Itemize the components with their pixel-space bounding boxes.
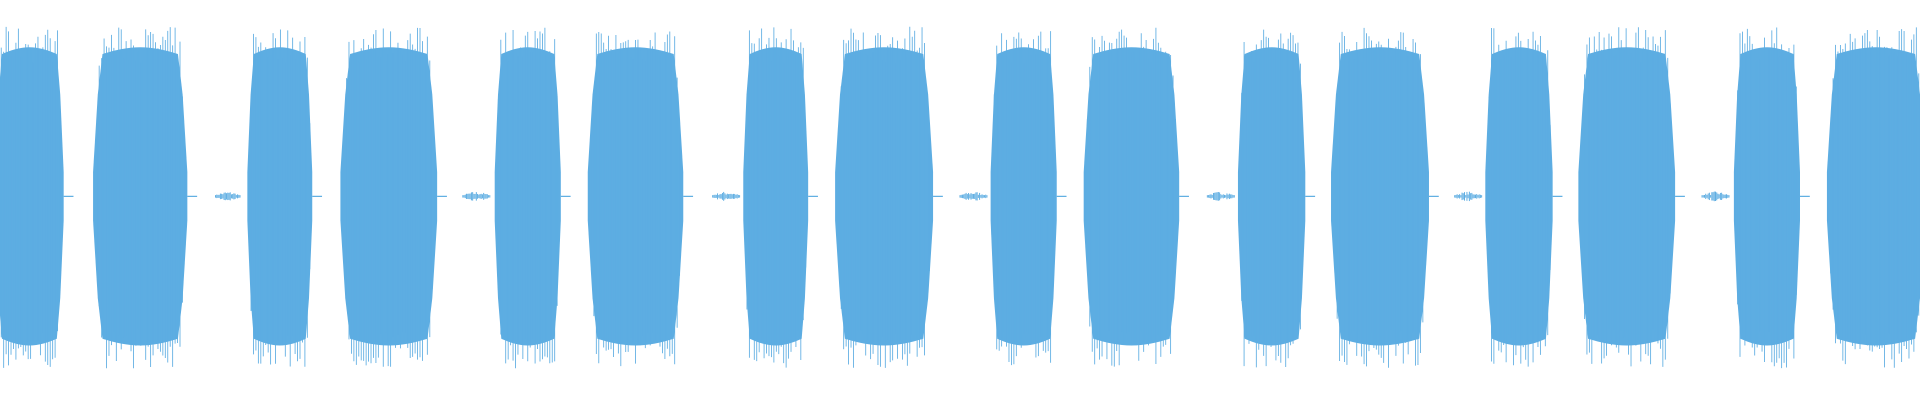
burst-core: [1331, 47, 1429, 346]
burst-core: [835, 47, 934, 346]
burst-core: [1826, 47, 1920, 346]
burst-core: [93, 47, 188, 346]
burst-core: [0, 47, 64, 346]
